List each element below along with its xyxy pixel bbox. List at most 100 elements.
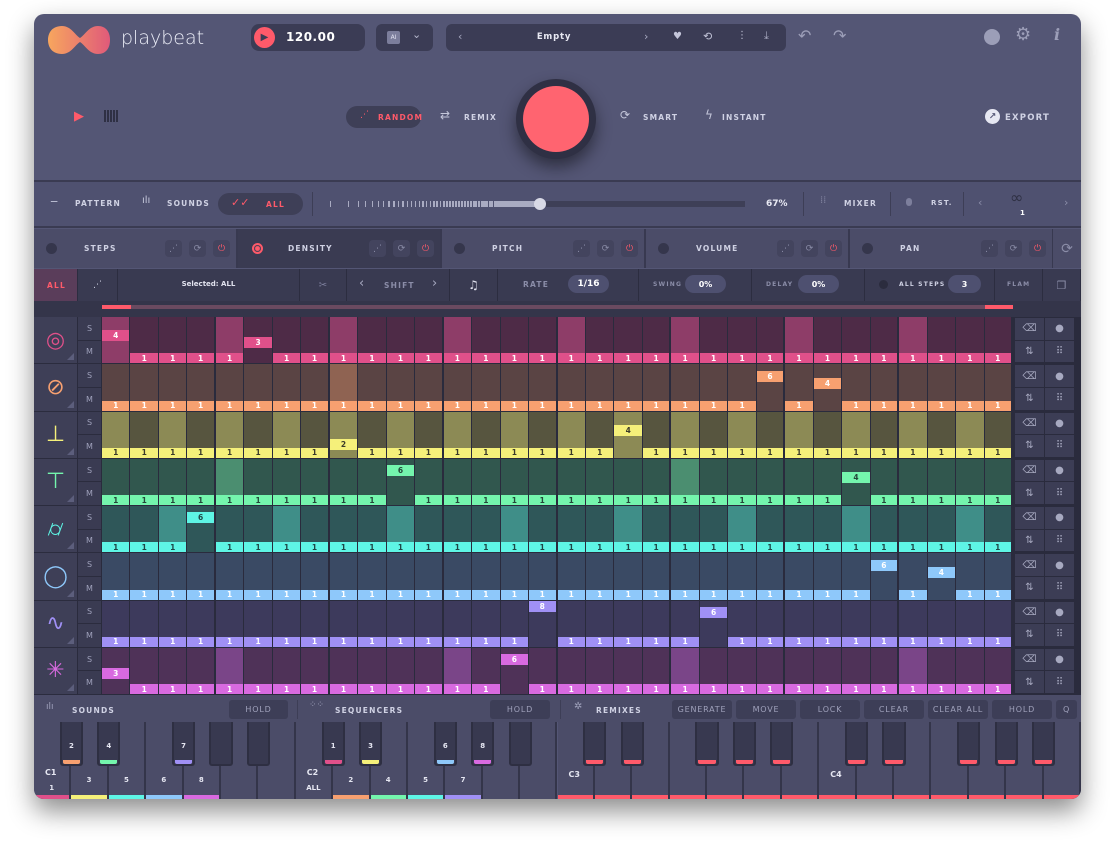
mute-button[interactable]: M xyxy=(78,624,101,648)
step-cell[interactable]: 1 xyxy=(158,506,187,553)
step-cell[interactable]: 1 xyxy=(614,600,642,647)
q-button[interactable]: Q xyxy=(1056,700,1077,719)
lock-track-icon[interactable]: ● xyxy=(1045,318,1074,340)
step-cell[interactable]: 1 xyxy=(585,506,614,553)
step-cell[interactable]: 1 xyxy=(158,364,187,411)
step-cell[interactable]: 1 xyxy=(671,364,699,411)
step-cell[interactable]: 1 xyxy=(529,317,556,364)
step-cell[interactable]: 1 xyxy=(187,553,214,600)
step-cell[interactable]: 1 xyxy=(272,600,301,647)
step-cell[interactable]: 1 xyxy=(272,647,301,694)
step-cell[interactable]: 1 xyxy=(642,600,670,647)
track-menu-corner-icon[interactable] xyxy=(67,636,74,644)
step-cell[interactable]: 1 xyxy=(557,647,585,694)
lock-track-icon[interactable]: ● xyxy=(1045,648,1074,671)
random-button[interactable]: ⋰ RANDOM xyxy=(346,106,422,128)
step-cell[interactable]: 1 xyxy=(500,364,529,411)
step-cell[interactable]: 1 xyxy=(614,458,642,505)
step-cell[interactable]: 1 xyxy=(187,364,214,411)
step-cell[interactable]: 1 xyxy=(870,317,898,364)
step-cell[interactable]: 1 xyxy=(671,411,699,458)
step-cell[interactable]: 1 xyxy=(472,364,500,411)
tab-toggle[interactable] xyxy=(454,243,465,254)
step-cell[interactable]: 1 xyxy=(386,364,415,411)
drag-handle-icon[interactable]: ⠿ xyxy=(1045,482,1074,504)
generate-button[interactable]: GENERATE xyxy=(672,700,732,719)
step-cell[interactable]: 1 xyxy=(956,458,984,505)
step-cell[interactable]: 1 xyxy=(785,506,813,553)
clear-track-icon[interactable]: ⌫ xyxy=(1015,554,1044,576)
step-cell[interactable]: 1 xyxy=(301,364,328,411)
step-cell[interactable]: 1 xyxy=(728,600,756,647)
track-menu-corner-icon[interactable] xyxy=(67,400,74,408)
notes-icon[interactable]: ♫ xyxy=(450,269,498,301)
step-cell[interactable]: 1 xyxy=(472,458,500,505)
step-cell[interactable]: 1 xyxy=(699,553,728,600)
track-mixer-icon[interactable]: ⇅ xyxy=(1015,671,1044,693)
step-cell[interactable]: 1 xyxy=(102,411,130,458)
loop-prev-icon[interactable]: ‹ xyxy=(978,196,983,209)
track-mixer-icon[interactable]: ⇅ xyxy=(1015,482,1044,504)
randomize-icon[interactable]: ⋰ xyxy=(369,240,386,257)
black-key[interactable] xyxy=(209,722,233,766)
step-cell[interactable]: 1 xyxy=(472,317,500,364)
step-cell[interactable]: 6 xyxy=(756,364,784,411)
mixer-button[interactable]: ⁞⁞ MIXER xyxy=(820,195,880,211)
step-cell[interactable]: 1 xyxy=(472,647,500,694)
step-cell[interactable]: 1 xyxy=(215,647,244,694)
undo-icon[interactable]: ↶ xyxy=(798,26,812,45)
step-cell[interactable]: 1 xyxy=(329,458,358,505)
amount-slider[interactable] xyxy=(330,197,745,211)
track-icon-button[interactable]: ∿ xyxy=(34,600,77,648)
step-cell[interactable]: 1 xyxy=(813,317,842,364)
step-cell[interactable]: 1 xyxy=(585,600,614,647)
black-key[interactable] xyxy=(620,722,644,766)
black-key[interactable]: 6 xyxy=(433,722,457,766)
swing-value[interactable]: 0% xyxy=(685,275,726,293)
step-cell[interactable]: 1 xyxy=(329,600,358,647)
step-cell[interactable]: 1 xyxy=(386,317,415,364)
step-cell[interactable]: 1 xyxy=(984,647,1011,694)
drag-handle-icon[interactable]: ⠿ xyxy=(1045,671,1074,693)
gear-icon[interactable]: ⚙ xyxy=(1015,24,1032,45)
step-cell[interactable]: 1 xyxy=(443,458,472,505)
step-cell[interactable]: 1 xyxy=(785,647,813,694)
clear-track-icon[interactable]: ⌫ xyxy=(1015,412,1044,435)
step-cell[interactable]: 1 xyxy=(842,317,870,364)
tab-density[interactable]: DENSITY ⋰ ⟳ ⏻ xyxy=(238,229,442,268)
move-button[interactable]: MOVE xyxy=(736,700,796,719)
refresh-icon[interactable]: ⟳ xyxy=(1053,229,1081,268)
step-cell[interactable]: 1 xyxy=(585,647,614,694)
solo-button[interactable]: S xyxy=(78,600,101,625)
track-menu-corner-icon[interactable] xyxy=(67,353,74,361)
black-key[interactable] xyxy=(508,722,532,766)
rate-value[interactable]: 1/16 xyxy=(568,275,609,293)
track-menu-corner-icon[interactable] xyxy=(67,542,74,550)
track-menu-corner-icon[interactable] xyxy=(67,447,74,455)
step-cell[interactable]: 4 xyxy=(102,317,130,364)
step-cell[interactable]: 1 xyxy=(642,364,670,411)
step-cell[interactable]: 1 xyxy=(756,411,784,458)
tab-steps[interactable]: STEPS ⋰ ⟳ ⏻ xyxy=(34,229,238,268)
step-cell[interactable]: 1 xyxy=(301,647,328,694)
step-cell[interactable]: 1 xyxy=(899,506,927,553)
step-cell[interactable]: 1 xyxy=(158,647,187,694)
reset-icon[interactable]: ⟳ xyxy=(189,240,206,257)
step-cell[interactable]: 1 xyxy=(642,411,670,458)
step-cell[interactable]: 1 xyxy=(899,647,927,694)
step-cell[interactable]: 4 xyxy=(813,364,842,411)
lock-track-icon[interactable]: ● xyxy=(1045,365,1074,387)
step-cell[interactable]: 6 xyxy=(187,506,214,553)
step-cell[interactable]: 1 xyxy=(244,553,272,600)
black-key[interactable] xyxy=(770,722,794,766)
step-cell[interactable]: 1 xyxy=(443,647,472,694)
step-cell[interactable]: 1 xyxy=(585,411,614,458)
step-cell[interactable]: 1 xyxy=(728,506,756,553)
step-cell[interactable]: 1 xyxy=(472,506,500,553)
step-cell[interactable]: 1 xyxy=(699,506,728,553)
info-icon[interactable]: i xyxy=(1054,25,1061,44)
clear-track-icon[interactable]: ⌫ xyxy=(1015,601,1044,624)
step-cell[interactable]: 1 xyxy=(187,458,214,505)
randomize-icon[interactable]: ⋰ xyxy=(165,240,182,257)
tab-toggle[interactable] xyxy=(862,243,873,254)
